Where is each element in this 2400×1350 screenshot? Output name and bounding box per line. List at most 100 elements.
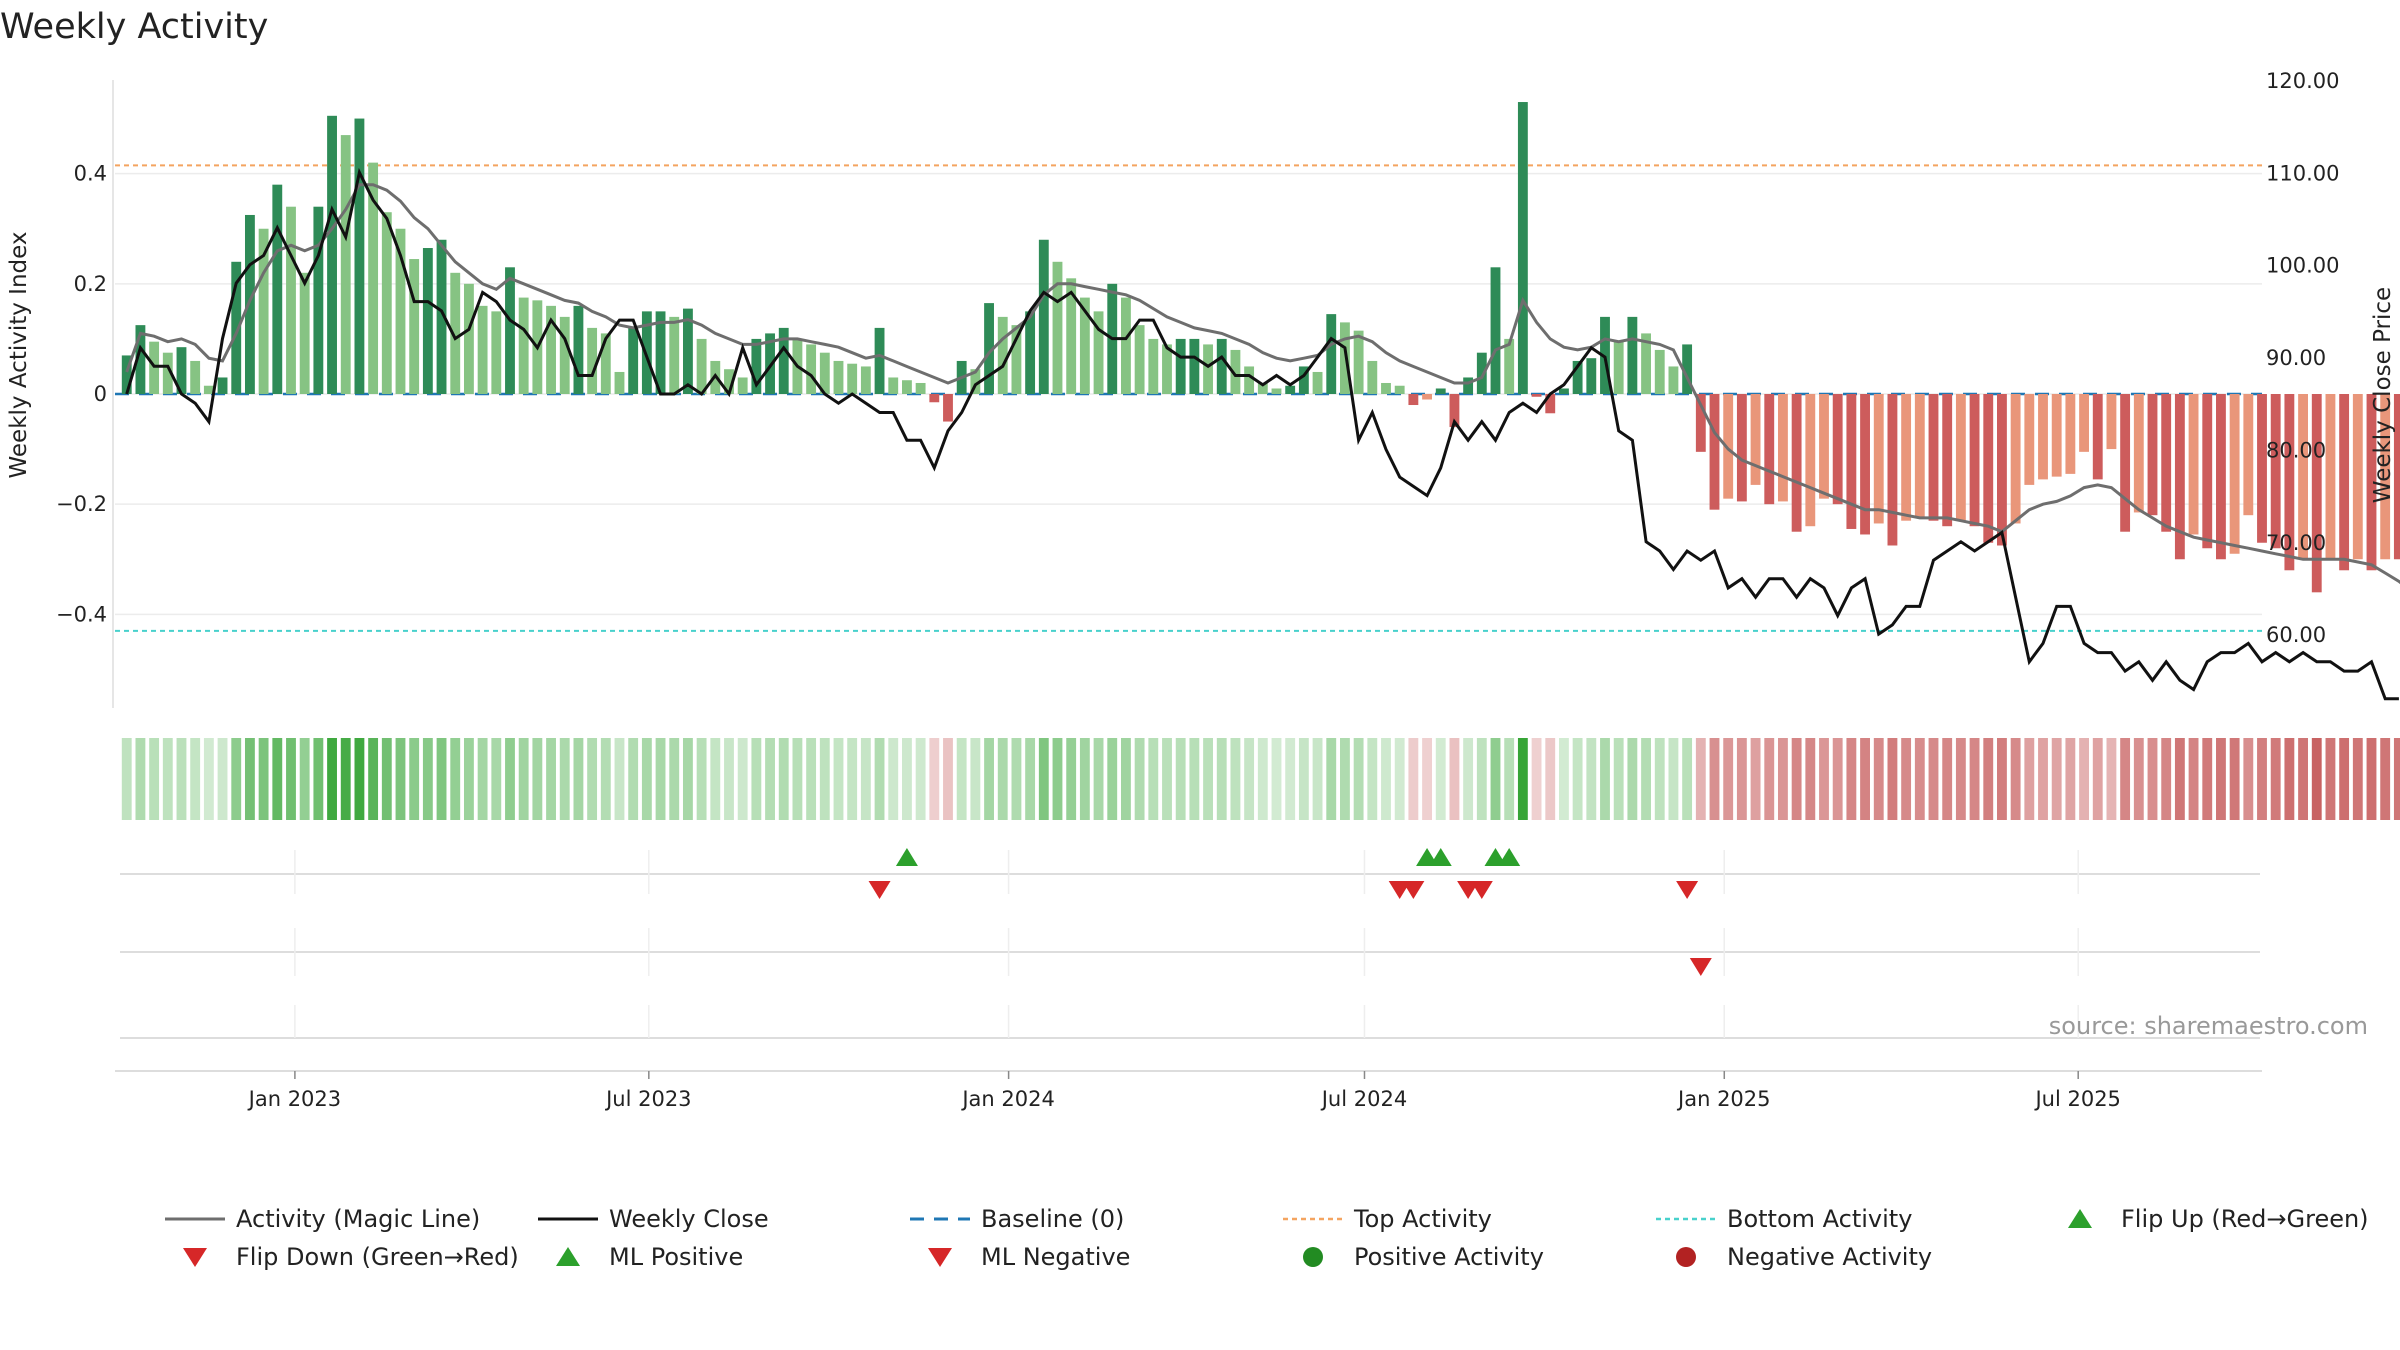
heat-strip-cell	[286, 738, 296, 820]
heat-strip-cell	[299, 738, 310, 820]
heat-strip-cell	[915, 738, 926, 820]
heat-strip-cell	[1148, 738, 1159, 820]
x-tick-label: Jul 2023	[604, 1087, 691, 1111]
activity-heat-strip	[121, 738, 2400, 820]
heat-strip-cell	[1983, 738, 1994, 820]
activity-bar	[2339, 394, 2350, 571]
activity-bar	[2284, 394, 2295, 571]
activity-bar	[176, 347, 187, 394]
activity-bar	[2161, 394, 2172, 532]
activity-bar	[1025, 311, 1036, 394]
heat-strip-cell	[2010, 738, 2021, 820]
heat-strip-cell	[2270, 738, 2281, 820]
activity-bar	[1832, 394, 1843, 505]
heat-strip-cell	[162, 738, 173, 820]
legend-swatch-ml-positive	[556, 1247, 580, 1266]
y2-tick-label: 100.00	[2266, 254, 2339, 278]
heat-strip-cell	[1846, 738, 1857, 820]
heat-strip-cell	[546, 738, 556, 820]
heat-strip-cell	[1887, 738, 1898, 820]
heat-strip-cell	[2257, 738, 2267, 820]
heat-strip-cell	[1805, 738, 1816, 820]
legend-item-top: Top Activity	[1283, 1205, 1492, 1233]
series-lines	[125, 167, 2400, 701]
heat-strip-cell	[1162, 738, 1172, 820]
activity-bar	[1162, 344, 1172, 394]
activity-bar	[2092, 394, 2103, 480]
x-tick-label: Jul 2025	[2033, 1087, 2120, 1111]
activity-bar	[1709, 394, 1720, 510]
heat-strip-cell	[1476, 738, 1487, 820]
activity-bar	[929, 394, 940, 403]
activity-bar	[1627, 316, 1638, 394]
legend-label: Top Activity	[1353, 1205, 1492, 1233]
activity-bar	[121, 355, 132, 394]
heat-strip-cell	[2051, 738, 2062, 820]
activity-bar	[1052, 261, 1063, 394]
x-tick-label: Jul 2024	[1320, 1087, 1407, 1111]
legend-swatch-ml-negative	[928, 1248, 952, 1267]
heat-strip-cell	[1600, 738, 1610, 820]
activity-bar	[1203, 344, 1213, 394]
activity-bar	[778, 327, 789, 394]
activity-bar	[1764, 394, 1775, 505]
heat-strip-cell	[1079, 738, 1090, 820]
heat-strip-cell	[327, 738, 337, 820]
heat-strip-cell	[176, 738, 187, 820]
heat-strip-cell	[682, 738, 693, 820]
heat-strip-cell	[1736, 738, 1747, 820]
activity-bar	[2243, 394, 2254, 516]
legend-label: Weekly Close	[609, 1205, 769, 1233]
heat-strip-cell	[628, 738, 639, 820]
activity-bar	[737, 377, 748, 394]
legend-label: ML Positive	[609, 1243, 743, 1271]
activity-bar	[1778, 394, 1788, 502]
activity-bar	[2325, 394, 2336, 560]
x-axis: Jan 2023 Jul 2023 Jan 2024 Jul 2024 Jan 2025…	[115, 1070, 2262, 1111]
heat-strip-cell	[2366, 738, 2377, 820]
heat-strip-cell	[149, 738, 160, 820]
heat-strip-cell	[1175, 738, 1186, 820]
heat-strip-cell	[696, 738, 707, 820]
activity-bar	[149, 341, 160, 394]
y-tick-label: −0.4	[56, 602, 107, 626]
legend-item-pos_act: Positive Activity	[1303, 1243, 1544, 1271]
activity-bar	[682, 308, 693, 394]
activity-bar	[463, 283, 474, 394]
activity-bar	[2311, 394, 2322, 593]
heat-strip-cell	[1819, 738, 1829, 820]
activity-bar	[1723, 394, 1734, 499]
heat-strip-cell	[1312, 738, 1323, 820]
heat-strip-cell	[2216, 738, 2226, 820]
heat-strip-cell	[2065, 738, 2076, 820]
activity-bar	[1955, 394, 1966, 521]
heat-strip-cell	[2079, 738, 2089, 820]
heat-strip-cell	[1052, 738, 1063, 820]
activity-bar	[286, 206, 296, 394]
activity-bar	[340, 135, 351, 395]
activity-bar	[943, 394, 953, 422]
legend-swatch-flip-down	[183, 1248, 207, 1267]
activity-bar	[422, 248, 433, 394]
heat-strip-cell	[1298, 738, 1309, 820]
heat-strip-cell	[2325, 738, 2336, 820]
heat-strip-cell	[2133, 738, 2144, 820]
activity-bar	[559, 316, 570, 394]
activity-bar	[1969, 394, 1980, 527]
heat-strip-cell	[847, 738, 858, 820]
activity-bar	[915, 382, 926, 394]
activity-bar	[1463, 377, 1474, 394]
activity-bar	[2147, 394, 2158, 516]
heat-strip-cell	[203, 738, 214, 820]
heat-strip-cell	[1517, 738, 1528, 820]
heat-strip-cell	[340, 738, 351, 820]
heat-strip-cell	[1203, 738, 1213, 820]
activity-bar	[1490, 267, 1501, 394]
activity-bar	[1189, 338, 1200, 394]
heat-strip-cell	[395, 738, 406, 820]
legend-swatch-positive-activity	[1303, 1247, 1323, 1267]
heat-strip-cell	[2147, 738, 2158, 820]
heat-strip-cell	[1723, 738, 1734, 820]
legend-label: Baseline (0)	[981, 1205, 1124, 1233]
